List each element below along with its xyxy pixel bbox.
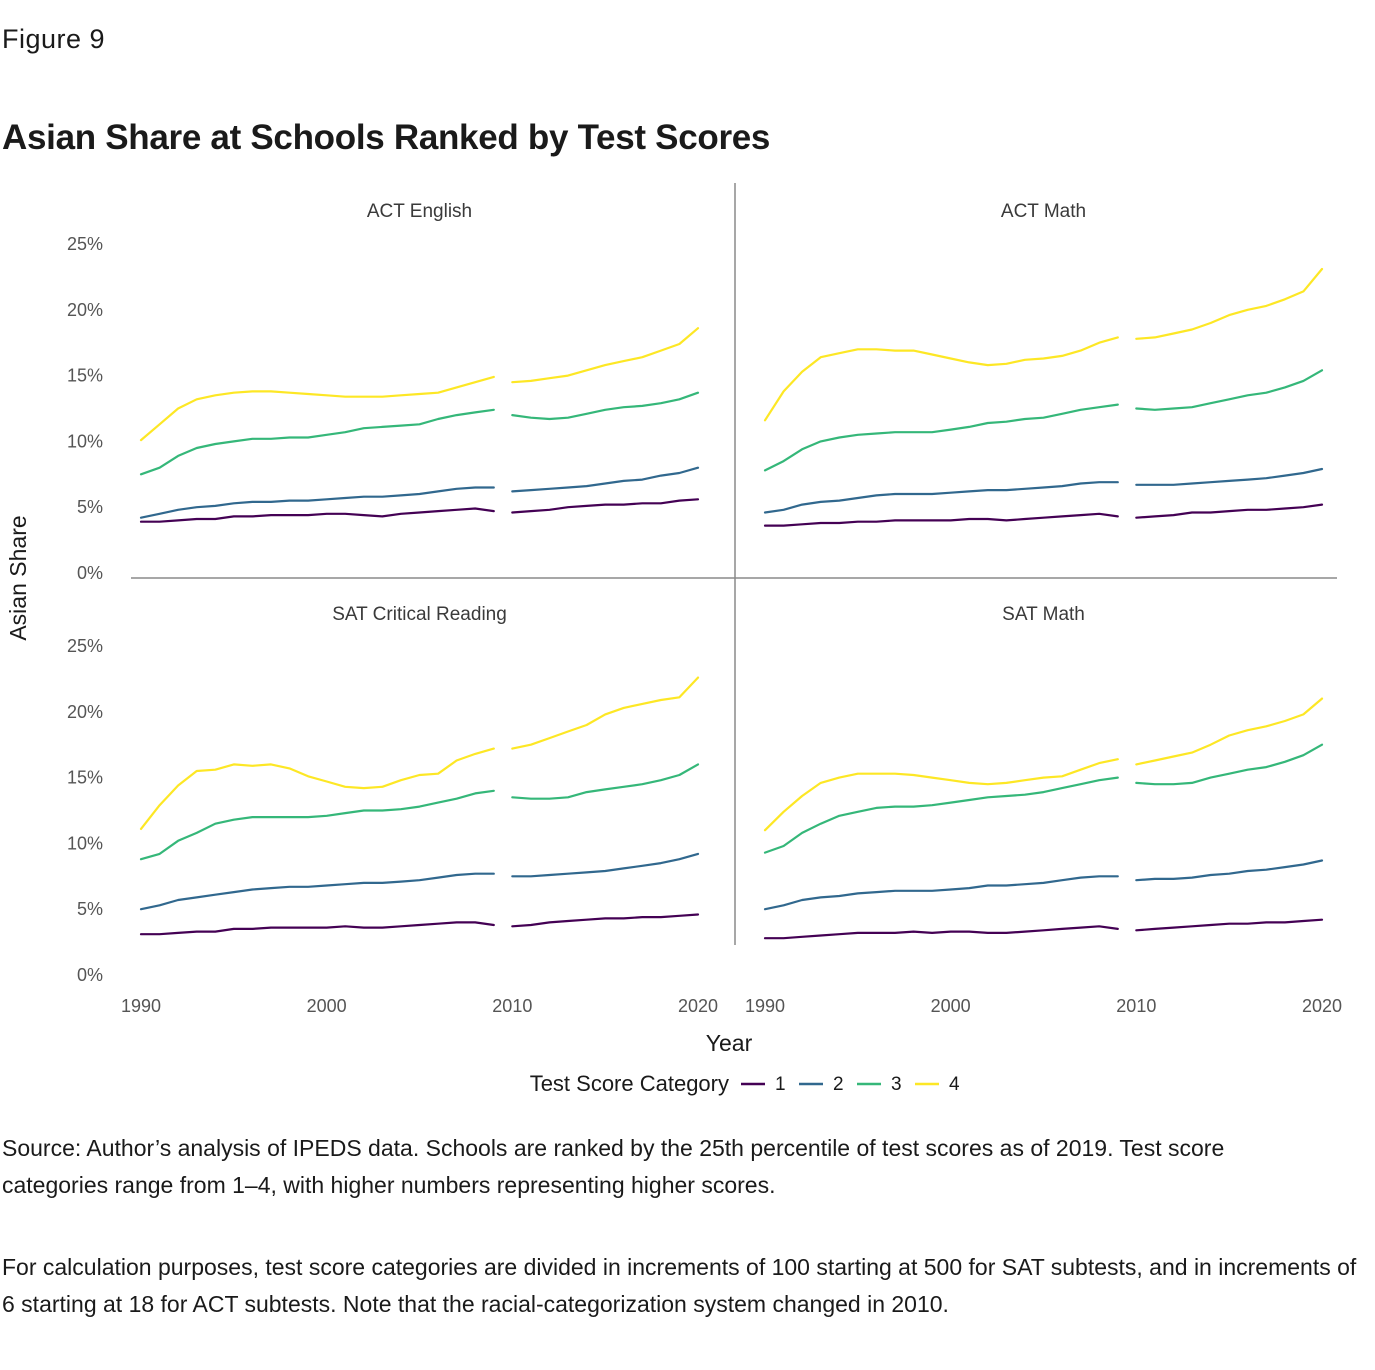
series-line-4 — [763, 758, 1119, 832]
series-line-1 — [1135, 918, 1324, 932]
y-tick-label: 20% — [67, 702, 103, 722]
series-line-3 — [763, 776, 1119, 854]
series-line-1 — [763, 512, 1119, 527]
series-line-3 — [511, 391, 700, 421]
x-tick-label: 2020 — [678, 996, 718, 1016]
source-note: Source: Author’s analysis of IPEDS data.… — [2, 1135, 1225, 1198]
y-axis-label: Asian Share — [5, 515, 31, 640]
series-line-4 — [511, 676, 700, 750]
legend-label-2: 2 — [833, 1074, 844, 1095]
series-line-1 — [511, 913, 700, 928]
series-line-3 — [763, 403, 1119, 472]
legend-label-1: 1 — [775, 1074, 786, 1095]
series-line-2 — [1135, 467, 1324, 486]
series-line-2 — [511, 852, 700, 878]
series-line-2 — [763, 481, 1119, 514]
series-line-2 — [511, 466, 700, 493]
panel-title: ACT Math — [1001, 201, 1086, 222]
series-line-3 — [1135, 369, 1324, 411]
calculation-note: For calculation purposes, test score cat… — [2, 1254, 1357, 1317]
y-tick-label: 15% — [67, 768, 103, 788]
y-tick-label: 25% — [67, 234, 103, 254]
series-line-2 — [139, 872, 495, 911]
y-tick-label: 0% — [77, 563, 103, 583]
series-line-3 — [511, 763, 700, 800]
x-axis-label: Year — [706, 1030, 753, 1056]
y-tick-label: 10% — [67, 431, 103, 451]
chart-title: Asian Share at Schools Ranked by Test Sc… — [2, 118, 771, 157]
series-line-1 — [1135, 503, 1324, 519]
series-line-1 — [763, 925, 1119, 940]
series-line-4 — [511, 327, 700, 384]
legend-label-4: 4 — [949, 1074, 960, 1095]
series-line-4 — [1135, 697, 1324, 766]
panel-title: SAT Critical Reading — [332, 604, 507, 625]
x-tick-label: 2010 — [1116, 996, 1156, 1016]
y-tick-label: 15% — [67, 366, 103, 386]
series-line-3 — [1135, 743, 1324, 786]
legend-title: Test Score Category — [530, 1071, 729, 1096]
x-tick-label: 1990 — [121, 996, 161, 1016]
series-line-3 — [139, 789, 495, 861]
y-tick-label: 5% — [77, 497, 103, 517]
y-tick-label: 25% — [67, 636, 103, 656]
panel-title: SAT Math — [1002, 604, 1085, 625]
y-tick-label: 10% — [67, 833, 103, 853]
x-tick-label: 2010 — [492, 996, 532, 1016]
x-tick-label: 1990 — [745, 996, 785, 1016]
x-tick-label: 2000 — [931, 996, 971, 1016]
x-tick-label: 2000 — [307, 996, 347, 1016]
series-line-2 — [763, 875, 1119, 911]
series-line-4 — [763, 336, 1119, 422]
figure-label: Figure 9 — [2, 24, 106, 54]
series-line-1 — [511, 498, 700, 514]
series-line-4 — [1135, 267, 1324, 340]
series-line-3 — [139, 408, 495, 476]
series-line-2 — [139, 486, 495, 519]
legend-label-3: 3 — [891, 1074, 902, 1095]
series-line-2 — [1135, 859, 1324, 882]
series-line-4 — [139, 747, 495, 831]
y-tick-label: 20% — [67, 300, 103, 320]
series-line-4 — [139, 375, 495, 442]
x-tick-label: 2020 — [1302, 996, 1342, 1016]
series-line-1 — [139, 507, 495, 523]
panel-title: ACT English — [367, 201, 472, 222]
y-tick-label: 5% — [77, 899, 103, 919]
series-line-1 — [139, 921, 495, 936]
y-tick-label: 0% — [77, 965, 103, 985]
